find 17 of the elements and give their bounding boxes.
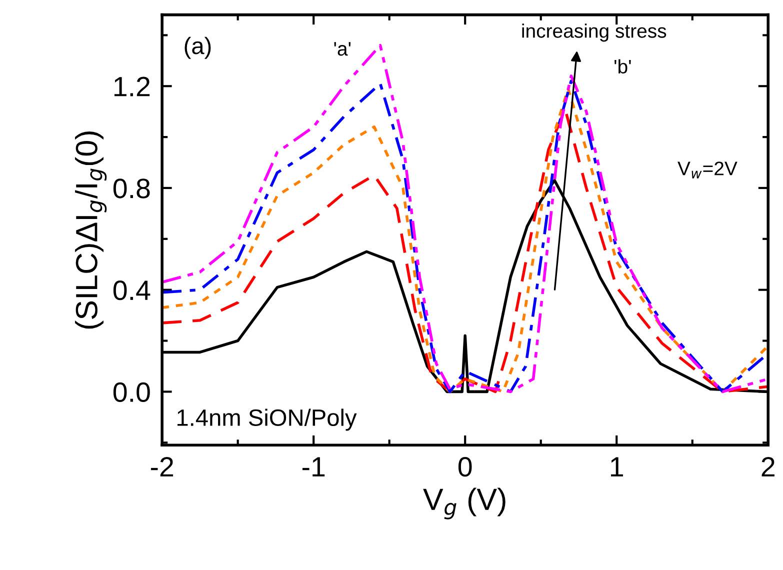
y-axis-title: (SILC)ΔI$_{g}$/I$_{g}$(0) — [75, 132, 107, 329]
y-tick-label: 1.2 — [114, 76, 150, 96]
annotation: 'b' — [614, 59, 631, 74]
x-tick-label: 0 — [458, 457, 472, 477]
annotation: 'a' — [334, 42, 351, 56]
y-tick-label: 0.4 — [113, 280, 150, 300]
x-tick-label: -2 — [150, 457, 174, 476]
y-tick-label: 0.8 — [113, 178, 150, 198]
annotation: 1.4nm SiON/Poly — [178, 408, 357, 431]
x-tick-label: 1 — [611, 457, 623, 476]
y-tick-label: 0.0 — [113, 382, 150, 402]
x-tick-label: -1 — [302, 457, 325, 476]
annotation: increasing stress — [522, 24, 666, 42]
x-tick-label: 2 — [762, 457, 774, 476]
annotation: V$_{w}$=2V — [678, 162, 738, 178]
x-axis-title: V$_{g}$ (V) — [423, 488, 506, 520]
annotation: (a) — [184, 36, 211, 59]
